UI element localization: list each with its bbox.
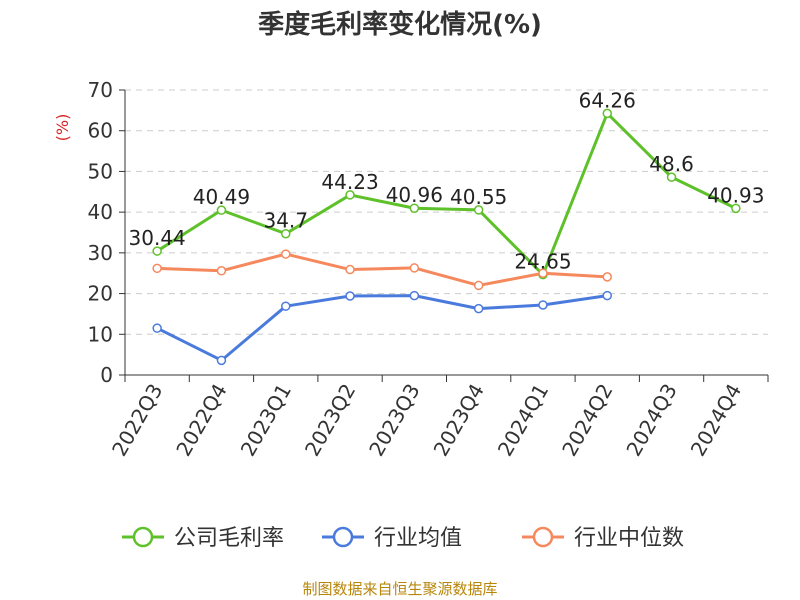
data-label: 40.49: [193, 185, 250, 209]
data-point: [281, 228, 291, 239]
data-point: [538, 300, 548, 310]
legend: 公司毛利率 行业均值 行业中位数: [122, 526, 684, 551]
data-point: [345, 291, 355, 301]
y-tick-label: 30: [88, 241, 113, 265]
legend-marker: [132, 526, 154, 548]
data-point: [409, 263, 420, 273]
data-point: [152, 246, 162, 256]
data-point: [216, 266, 227, 276]
data-point: [152, 263, 162, 274]
grid-lines: [125, 89, 768, 335]
data-point: [216, 355, 227, 366]
y-tick-label: 10: [88, 322, 113, 346]
data-label: 64.26: [579, 88, 636, 112]
x-tick-label: 2022Q3: [107, 380, 167, 461]
x-tick-label: 2024Q1: [493, 380, 553, 461]
data-point: [473, 205, 484, 215]
data-point: [345, 190, 355, 200]
source-note: 制图数据来自恒生聚源数据库: [302, 580, 498, 598]
data-point: [473, 280, 484, 291]
data-label: 30.44: [129, 226, 186, 250]
x-tick-label: 2024Q3: [621, 380, 681, 461]
data-labels: 30.44 40.49 34.7 44.23 40.96 40.55 24.65 64.26 4…: [129, 88, 765, 273]
series-line: [157, 252, 608, 287]
data-label: 24.65: [514, 250, 571, 274]
data-point: [281, 301, 291, 311]
x-tick-label: 2023Q4: [429, 380, 489, 461]
data-point: [666, 172, 677, 182]
data-label: 40.93: [707, 183, 764, 207]
data-point: [538, 268, 548, 278]
data-point: [216, 205, 227, 215]
series-line: [156, 111, 737, 277]
y-axis-label: (%): [53, 114, 72, 142]
data-point: [602, 108, 612, 119]
data-label: 40.96: [386, 183, 443, 207]
x-tick-label: 2023Q1: [236, 380, 296, 461]
data-point: [409, 203, 420, 213]
x-tick-label: 2022Q4: [171, 380, 231, 461]
data-point: [602, 290, 612, 301]
legend-label: 行业中位数: [574, 526, 684, 551]
y-tick-label: 50: [88, 159, 113, 183]
x-tick-label: 2024Q2: [557, 380, 617, 461]
data-label: 34.7: [263, 209, 308, 233]
data-point: [602, 272, 612, 282]
data-label: 48.6: [649, 152, 694, 176]
data-label: 44.23: [321, 170, 378, 194]
series-layer: [152, 108, 741, 366]
x-tick-label: 2023Q2: [300, 380, 360, 461]
x-tick-label: 2023Q3: [364, 380, 424, 461]
data-point: [473, 303, 484, 314]
x-tick-label: 2024Q4: [686, 380, 746, 461]
y-tick-label: 70: [88, 78, 113, 102]
series-line: [156, 294, 608, 362]
data-point: [281, 249, 291, 259]
y-tick-label: 40: [88, 200, 113, 224]
y-tick-label: 20: [88, 282, 113, 306]
data-point: [152, 323, 162, 333]
chart-title: 季度毛利率变化情况(%): [258, 10, 542, 40]
legend-marker: [532, 526, 554, 548]
data-label: 40.55: [450, 185, 507, 209]
data-point: [345, 264, 355, 275]
legend-label: 公司毛利率: [174, 526, 284, 551]
y-tick-label: 0: [100, 363, 113, 387]
y-tick-label: 60: [88, 119, 113, 143]
legend-label: 行业均值: [374, 526, 462, 551]
data-point: [409, 290, 420, 301]
data-point: [731, 203, 741, 214]
legend-marker: [332, 526, 354, 548]
